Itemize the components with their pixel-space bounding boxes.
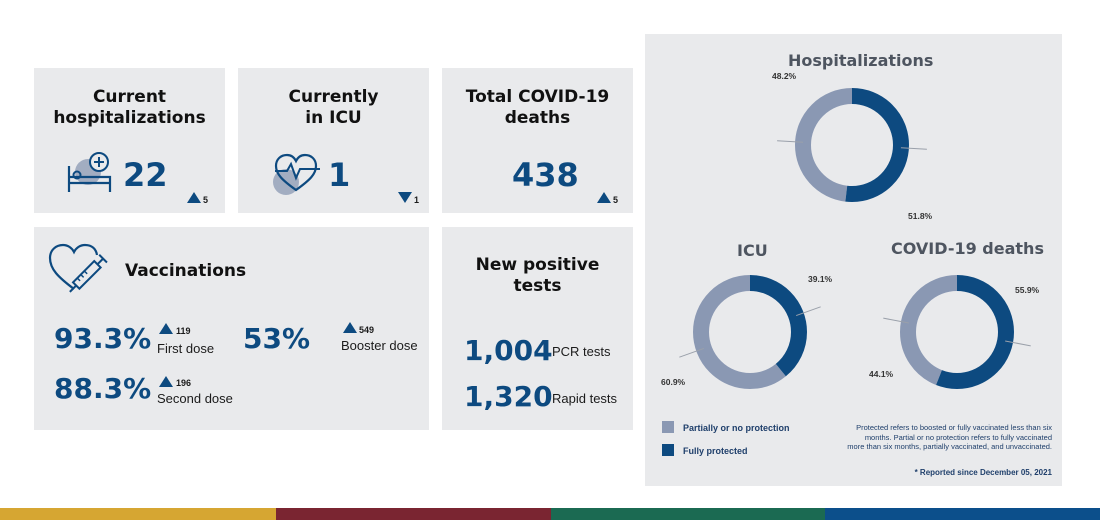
deaths-change: 5 bbox=[613, 195, 619, 205]
icu-value: 1 bbox=[328, 156, 351, 194]
icu-card: Currently in ICU 1 1 bbox=[238, 68, 429, 213]
deaths-partial-pct: 44.1% bbox=[869, 369, 894, 379]
deaths-card: Total COVID-19 deaths 438 5 bbox=[442, 68, 633, 213]
booster-dose-label: Booster dose bbox=[341, 338, 418, 353]
donut-slice-fully-protected bbox=[795, 88, 909, 202]
booster-dose-trend-up-icon bbox=[343, 322, 357, 333]
legend-partial-swatch bbox=[662, 421, 674, 433]
hosp-full-pct: 51.8% bbox=[908, 211, 933, 221]
vaccination-status-panel: Hospitalizations 48.2% 51.8% ICU 39.1% 6… bbox=[645, 34, 1062, 486]
footer-stripe-blue bbox=[825, 508, 1100, 520]
vaccinations-card: Vaccinations 93.3% 119 First dose 53% 54… bbox=[34, 227, 429, 430]
heart-syringe-icon bbox=[48, 243, 108, 293]
pcr-tests-value: 1,004 bbox=[464, 334, 553, 367]
first-dose-value: 93.3% bbox=[54, 322, 152, 355]
icu-donut-chart bbox=[679, 275, 821, 389]
icu-partial-pct: 60.9% bbox=[661, 377, 686, 387]
icu-full-pct: 39.1% bbox=[808, 274, 833, 284]
hosp-donut-chart bbox=[777, 88, 927, 202]
deaths-donut-chart bbox=[883, 275, 1031, 389]
legend-full-swatch bbox=[662, 444, 674, 456]
tests-card: New positive tests 1,004 PCR tests 1,320… bbox=[442, 227, 633, 430]
vaccinations-title: Vaccinations bbox=[125, 261, 247, 281]
donut-leader-line bbox=[679, 347, 705, 358]
hosp-partial-pct: 48.2% bbox=[772, 71, 797, 81]
donut-leader-line bbox=[1005, 340, 1031, 347]
donut-leader-line bbox=[795, 306, 821, 317]
footer-stripe-green bbox=[551, 508, 825, 520]
booster-dose-value: 53% bbox=[243, 322, 311, 355]
booster-dose-change: 549 bbox=[359, 325, 375, 335]
donut-leader-line bbox=[883, 317, 909, 324]
deaths-donut-title: COVID-19 deaths bbox=[891, 239, 1044, 258]
second-dose-trend-up-icon bbox=[159, 376, 173, 387]
heart-monitor-icon bbox=[273, 153, 320, 195]
donut-leader-line bbox=[777, 140, 804, 143]
second-dose-change: 196 bbox=[176, 378, 192, 388]
icu-trend-down-icon bbox=[398, 192, 412, 203]
hospitalizations-title: Current hospitalizations bbox=[53, 87, 206, 128]
tests-title: New positive tests bbox=[475, 255, 600, 296]
rapid-tests-label: Rapid tests bbox=[552, 391, 618, 406]
second-dose-label: Second dose bbox=[157, 391, 233, 406]
first-dose-change: 119 bbox=[176, 326, 191, 336]
donut-slice-fully-protected bbox=[900, 275, 1014, 389]
legend-partial-label: Partially or no protection bbox=[683, 423, 790, 433]
legend-full-label: Fully protected bbox=[683, 446, 748, 456]
hosp-donut-title: Hospitalizations bbox=[788, 51, 934, 70]
first-dose-trend-up-icon bbox=[159, 323, 173, 334]
hospitalizations-trend-up-icon bbox=[187, 192, 201, 203]
deaths-title: Total COVID-19 deaths bbox=[465, 87, 610, 128]
icu-title: Currently in ICU bbox=[288, 87, 379, 128]
pcr-tests-label: PCR tests bbox=[552, 344, 611, 359]
footer-stripe-gold bbox=[0, 508, 276, 520]
donut-leader-line bbox=[900, 147, 927, 150]
protection-note: Protected refers to boosted or fully vac… bbox=[847, 423, 1052, 451]
icu-change: 1 bbox=[414, 195, 420, 205]
reported-since-note: * Reported since December 05, 2021 bbox=[914, 468, 1052, 477]
footer-stripe-maroon bbox=[276, 508, 551, 520]
hospital-bed-icon bbox=[67, 152, 112, 192]
hospitalizations-value: 22 bbox=[123, 156, 168, 194]
deaths-value: 438 bbox=[512, 156, 579, 194]
icu-donut-title: ICU bbox=[737, 241, 768, 260]
deaths-full-pct: 55.9% bbox=[1015, 285, 1040, 295]
deaths-trend-up-icon bbox=[597, 192, 611, 203]
first-dose-label: First dose bbox=[157, 341, 215, 356]
second-dose-value: 88.3% bbox=[54, 372, 152, 405]
donut-slice-fully-protected bbox=[693, 275, 807, 389]
hospitalizations-card: Current hospitalizations 22 5 bbox=[34, 68, 225, 213]
rapid-tests-value: 1,320 bbox=[464, 380, 553, 413]
hospitalizations-change: 5 bbox=[203, 195, 209, 205]
